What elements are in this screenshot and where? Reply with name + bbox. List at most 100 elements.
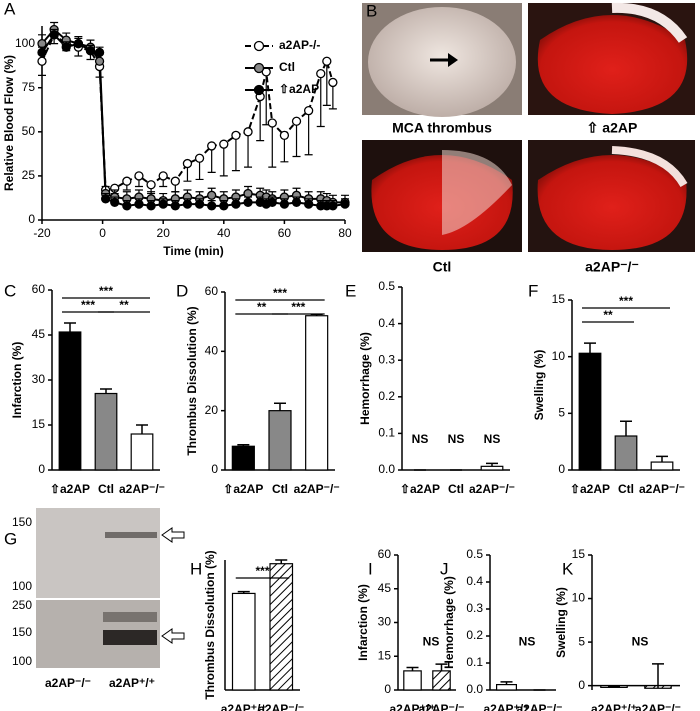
y-axis-title: Thrombus Dissolution (%) [185, 306, 199, 455]
data-point [207, 141, 217, 151]
y-tick-label: 15 [32, 417, 46, 431]
x-tick-label: -20 [33, 226, 51, 240]
panel-letter: J [440, 559, 449, 578]
y-tick-label: 0 [28, 212, 35, 226]
x-tick-label: 40 [217, 226, 231, 240]
panel-letter: A [4, 0, 16, 18]
error-bar [304, 110, 313, 156]
photo-caption: a2AP⁻/⁻ [585, 259, 639, 275]
y-tick-label: 15 [552, 292, 566, 306]
data-point [328, 201, 338, 211]
y-tick-label: 60 [205, 284, 219, 298]
y-axis-title: Hemorrhage (%) [358, 332, 372, 425]
y-tick-label: 30 [32, 372, 46, 386]
bar [58, 331, 82, 471]
marker-label: 150 [12, 515, 32, 529]
data-point [207, 201, 217, 211]
data-point [85, 46, 96, 56]
data-point [61, 42, 71, 52]
legend-label: ⇧a2AP [279, 82, 319, 96]
data-point [122, 176, 132, 186]
series-line [41, 28, 345, 204]
lane-label: a2AP⁻/⁻ [45, 676, 91, 690]
error-bar [274, 402, 286, 411]
bar [403, 670, 422, 691]
marker-label: 100 [12, 654, 32, 668]
data-point [170, 176, 180, 186]
annotation: NS [632, 635, 649, 649]
photo-caption: MCA thrombus [392, 120, 492, 136]
y-tick-label: 0.1 [378, 426, 395, 440]
data-point [49, 30, 59, 40]
data-point [291, 116, 302, 126]
y-tick-label: 50 [22, 124, 36, 138]
data-point [158, 171, 168, 181]
y-tick-label: 0 [578, 678, 585, 692]
data-point [291, 197, 302, 208]
x-tick-label: ⇧a2AP [570, 482, 610, 496]
marker-label: 150 [12, 625, 32, 639]
significance-label: ** [603, 308, 613, 322]
x-tick-label: 20 [157, 226, 171, 240]
annotation: NS [412, 432, 429, 446]
y-tick-label: 0.4 [466, 574, 483, 588]
data-point [231, 199, 241, 209]
y-tick-label: 0.5 [466, 547, 483, 561]
lane-label: a2AP⁺/⁺ [109, 676, 155, 690]
x-tick-label: Ctl [618, 482, 634, 496]
y-axis-title: Thrombus Dissolution (%) [203, 550, 217, 699]
blot [36, 508, 185, 668]
data-point [134, 199, 144, 209]
data-point [146, 180, 156, 190]
data-point [37, 47, 47, 58]
significance-label: *** [99, 284, 113, 298]
photo-caption: Ctl [433, 259, 452, 275]
data-point [243, 188, 253, 199]
significance-label: *** [619, 294, 633, 308]
error-bar [584, 342, 596, 354]
bar [130, 433, 154, 471]
data-point [207, 190, 217, 200]
panel-letter: C [4, 281, 16, 300]
y-tick-label: 0.5 [378, 279, 395, 293]
y-tick-label: 75 [22, 80, 36, 94]
bar [268, 410, 292, 471]
error-bar [500, 681, 513, 685]
x-tick-label: Ctl [98, 482, 114, 496]
y-axis-title: Swelling (%) [532, 350, 546, 421]
y-tick-label: 0 [384, 682, 391, 696]
data-point [316, 68, 326, 79]
panel-letter: H [190, 559, 202, 578]
data-point [122, 201, 132, 211]
error-bar [656, 455, 668, 463]
legend-marker [253, 40, 265, 52]
x-tick-label: a2AP⁺/⁺ [221, 702, 267, 711]
photo-panel [362, 2, 695, 252]
y-tick-label: 0.0 [378, 462, 395, 476]
y-tick-label: 15 [378, 648, 392, 662]
data-point [94, 56, 105, 66]
x-tick-label: 60 [278, 226, 292, 240]
y-tick-label: 45 [32, 327, 46, 341]
marker-label: 100 [12, 579, 32, 593]
panel-letter: E [345, 281, 356, 300]
data-point [194, 153, 205, 163]
bar [231, 445, 255, 471]
y-axis-title: Infarction (%) [356, 584, 370, 661]
x-tick-label: a2AP⁺/⁺ [591, 702, 637, 711]
y-tick-label: 0.0 [466, 682, 483, 696]
annotation: NS [423, 635, 440, 649]
x-tick-label: a2AP⁻/⁻ [469, 482, 515, 496]
y-tick-label: 30 [378, 615, 392, 629]
x-axis-title: Time (min) [163, 244, 223, 258]
y-tick-label: 10 [552, 349, 566, 363]
y-tick-label: 40 [205, 344, 219, 358]
x-tick-label: a2AP⁻/⁻ [635, 702, 681, 711]
significance-label: *** [255, 564, 269, 578]
x-tick-label: ⇧a2AP [50, 482, 90, 496]
data-point [146, 201, 156, 211]
bar [94, 392, 118, 471]
error-bar [237, 444, 250, 447]
y-tick-label: 100 [15, 36, 35, 50]
